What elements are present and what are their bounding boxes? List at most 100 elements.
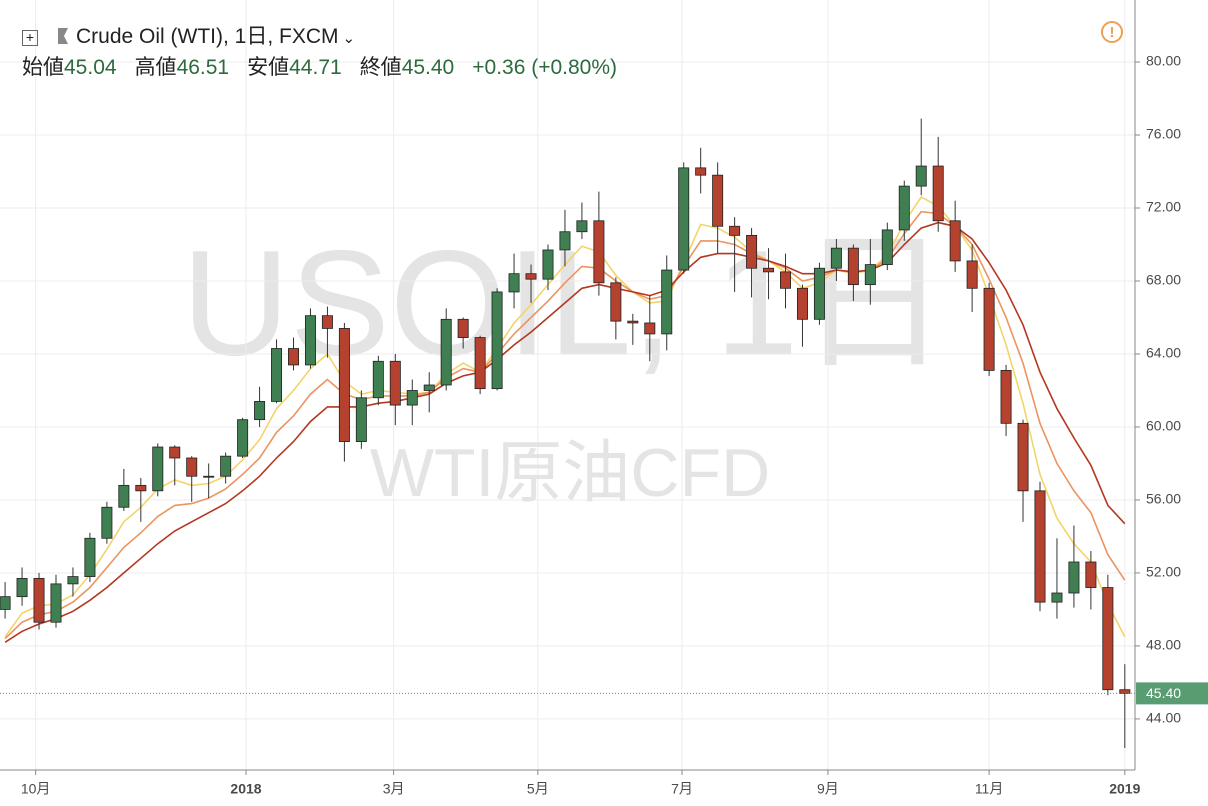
x-tick-label: 5月 [527,781,549,797]
ohlc-label: 安値 [247,56,290,79]
alert-icon-mark: ! [1110,24,1115,41]
candle-body [763,267,775,273]
ohlc-label: 終値 [359,56,402,79]
candle-body [372,360,384,399]
candle-body [746,234,758,269]
candle-body [508,273,520,293]
candle-body [50,583,62,623]
candle-body [864,264,876,286]
candle-body [1119,689,1131,694]
change-value: +0.36 (+0.80%) [472,56,618,79]
candle-body [966,260,978,289]
candle-body [712,174,724,227]
candle-body [983,287,995,371]
candle-body [576,220,588,233]
candle-body [830,247,842,269]
chevron[interactable]: ⌄ [342,30,356,47]
y-tick-label: 44.00 [1146,710,1181,726]
y-tick-label: 72.00 [1146,199,1181,215]
plot [0,0,1135,770]
candle-body [67,576,79,585]
symbol-title[interactable]: Crude Oil (WTI), 1日, FXCM [76,25,339,48]
candle-body [847,247,859,286]
candle-body [321,315,333,329]
candle-body [237,419,249,457]
y-tick-label: 64.00 [1146,345,1181,361]
flag-icon [58,28,68,44]
candle-body [440,318,452,386]
candle-body [389,360,401,406]
expand-icon[interactable]: + [22,30,38,46]
candle-body [474,337,486,390]
candle-body [813,267,825,320]
candle-body [1034,490,1046,603]
y-tick-label: 76.00 [1146,126,1181,142]
ohlc-value: 45.04 [64,56,117,79]
candle-body [135,484,147,492]
candle-body [1068,561,1080,594]
candle-body [118,484,130,508]
candle-body [780,271,791,289]
alert-icon[interactable] [1101,21,1123,43]
candle-body [338,328,350,442]
candle-body [1085,561,1097,588]
candle-body [271,348,283,402]
x-tick-label: 2018 [230,781,261,797]
x-tick-label: 3月 [383,781,405,797]
ohlc-value: 44.71 [289,56,342,79]
candle-body [220,455,232,477]
candle-body [729,225,741,236]
x-tick-label: 11月 [975,781,1004,797]
x-tick-label: 2019 [1109,781,1140,797]
candle-body [186,457,198,477]
candle-body [84,537,96,577]
candle-body [1102,587,1114,691]
header-row: + Crude Oil (WTI), 1日, FXCM ⌄ [22,20,355,50]
header: + Crude Oil (WTI), 1日, FXCM ⌄ 始値45.04 高値46.… [0,0,1130,90]
candle-body [542,249,554,280]
candle-body [423,384,435,391]
candle-body [915,165,927,187]
y-tick-label: 60.00 [1146,418,1181,434]
candle-body [0,596,11,610]
x-tick-label: 10月 [21,781,51,797]
watermark-sub: WTI原油CFD [370,435,770,511]
candle-body [203,475,215,478]
candle-body [593,220,605,284]
x-tick-label: 9月 [817,781,839,797]
ohlc-label: 高値 [134,56,177,79]
candle-body [610,282,622,322]
y-tick-label: 68.00 [1146,272,1181,288]
candle-body [678,167,690,271]
candle-body [898,185,910,231]
candle-body [881,229,893,265]
candle-body [152,446,164,492]
candle-body [525,273,537,280]
y-tick-label: 48.00 [1146,637,1181,653]
candle-body [406,390,418,406]
candle-body [1017,422,1029,492]
candle-body [304,315,316,366]
candle-body [559,231,571,251]
candle-body [16,578,28,598]
candle-body [796,287,808,320]
y-tick-label: 56.00 [1146,491,1181,507]
candle-body [355,397,367,442]
ohlc-value: 46.51 [176,56,230,79]
candle-body [627,320,639,324]
candle-body [169,446,181,459]
x-tick-label: 7月 [671,781,693,797]
y-tick-label: 80.00 [1146,53,1181,69]
candle-body [949,220,961,262]
candle-body [661,269,673,335]
ohlc-row: 始値45.04 高値46.51 安値44.71 終値45.40 +0.36 (+0.80… [22,51,635,81]
candle-body [644,322,656,335]
ohlc-value: 45.40 [401,56,455,79]
candle-body [33,578,45,623]
candle-body [101,506,113,539]
last-price-label: 45.40 [1146,685,1181,701]
candle-body [695,167,707,176]
candle-body [1000,370,1012,424]
